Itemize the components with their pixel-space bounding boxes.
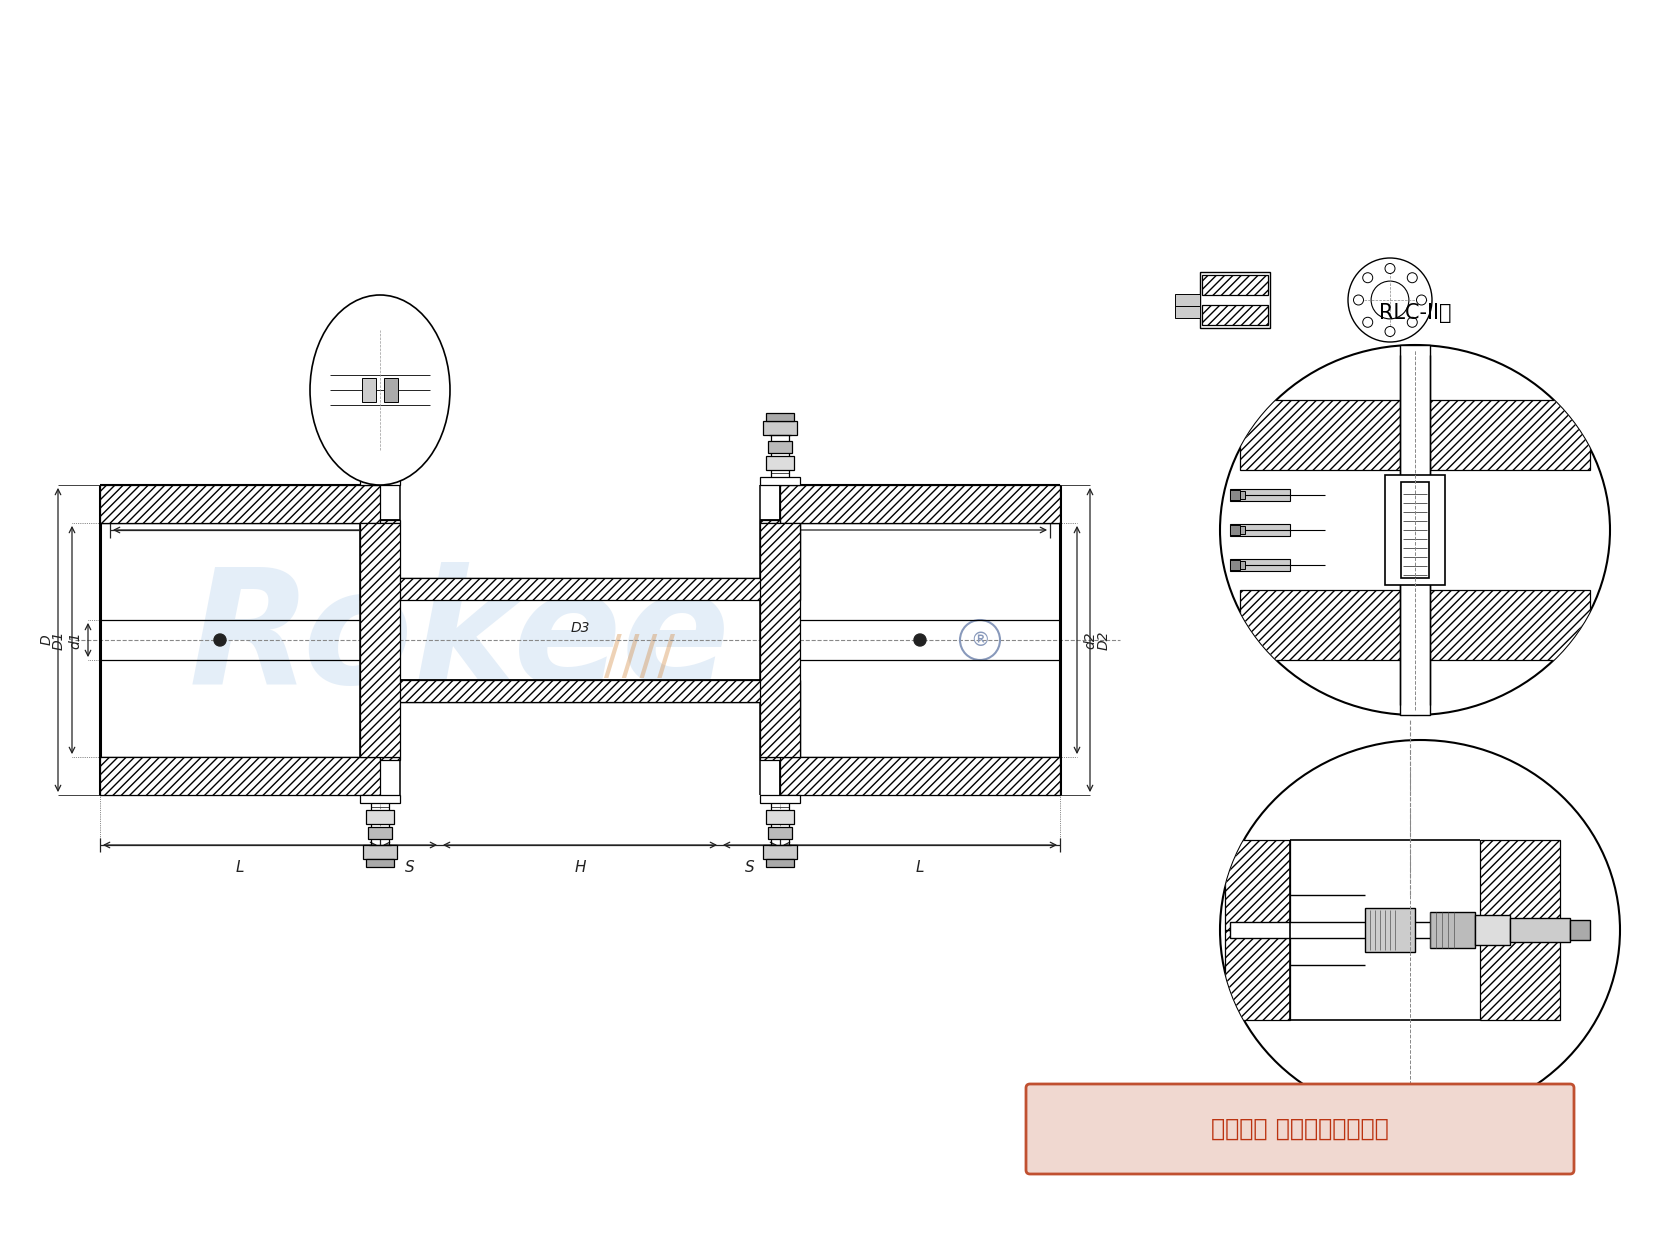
Bar [1480,840,1561,1021]
Text: 版权所有 侵权必被严厉追究: 版权所有 侵权必被严厉追究 [1211,1118,1389,1142]
Circle shape [213,634,227,646]
Bar [1399,345,1430,714]
Ellipse shape [311,295,450,485]
Ellipse shape [1220,740,1620,1120]
Bar [1174,306,1200,318]
Bar [1401,483,1430,578]
Bar [368,827,391,839]
Bar [1230,922,1510,937]
Bar [366,456,395,470]
Bar [1200,272,1270,328]
Bar [360,523,400,757]
Bar [101,485,380,523]
Bar [1230,561,1245,570]
Bar [380,757,400,760]
Text: D: D [40,635,54,645]
Bar [1230,559,1290,571]
Text: G: G [239,501,250,517]
Bar [366,859,395,867]
Bar [1174,294,1200,306]
Bar [366,413,395,421]
Bar [1230,489,1290,501]
Text: H: H [575,861,586,874]
Bar [360,478,400,485]
Bar [363,845,396,859]
Text: S: S [746,861,754,874]
Bar [385,378,398,402]
Bar [1240,590,1415,660]
Text: G: G [909,501,921,517]
Circle shape [914,634,926,646]
Bar [101,757,380,795]
Text: d1: d1 [67,631,82,649]
Circle shape [1384,326,1394,336]
Bar [1230,524,1290,536]
Bar [1230,525,1240,536]
Text: ®: ® [969,630,990,649]
Text: D2: D2 [1097,630,1110,650]
Bar [766,810,795,824]
Bar [1415,590,1589,660]
Text: S: S [405,861,415,874]
Bar [759,478,800,485]
Bar [361,378,376,402]
Bar [380,578,780,600]
Bar [780,485,1060,523]
Bar [766,413,795,421]
Ellipse shape [1220,345,1609,714]
Bar [759,523,800,757]
Bar [1415,399,1589,470]
FancyBboxPatch shape [1026,1084,1574,1174]
Circle shape [1408,272,1418,282]
Circle shape [1384,263,1394,273]
Bar [1366,908,1415,953]
Text: ////: //// [605,633,675,684]
Bar [1225,840,1290,930]
Bar [360,795,400,803]
Bar [763,845,796,859]
Text: RLC-I型: RLC-I型 [1386,1142,1453,1162]
Bar [759,795,800,803]
Bar [759,757,780,760]
Bar [363,421,396,435]
Bar [1201,305,1268,325]
Circle shape [1362,272,1373,282]
Bar [1475,915,1510,945]
Text: D3: D3 [570,621,590,635]
Bar [1230,490,1240,500]
Bar [780,757,1060,795]
Bar [368,441,391,454]
Bar [763,421,796,435]
Bar [766,456,795,470]
Bar [1510,919,1571,942]
Circle shape [1416,295,1426,305]
Circle shape [1408,318,1418,328]
Bar [1571,920,1589,940]
Circle shape [1371,281,1410,319]
Bar [1230,491,1245,499]
Circle shape [1347,258,1431,341]
Text: D1: D1 [52,630,66,650]
Bar [759,520,780,523]
Circle shape [1354,295,1364,305]
Text: Rokee: Rokee [190,562,731,717]
Bar [1225,930,1290,1021]
Bar [1430,912,1475,948]
Bar [768,441,791,454]
Bar [1384,475,1445,585]
Bar [1230,559,1240,570]
Bar [766,859,795,867]
Text: L: L [235,861,244,874]
Circle shape [1362,318,1373,328]
Text: d2: d2 [1084,631,1097,649]
Text: L: L [916,861,924,874]
Text: RLC-II型: RLC-II型 [1379,302,1452,323]
Bar [1201,275,1268,295]
Bar [1230,525,1245,534]
Bar [380,680,780,702]
Bar [380,520,400,523]
Bar [366,810,395,824]
Bar [768,827,791,839]
Bar [1240,399,1415,470]
